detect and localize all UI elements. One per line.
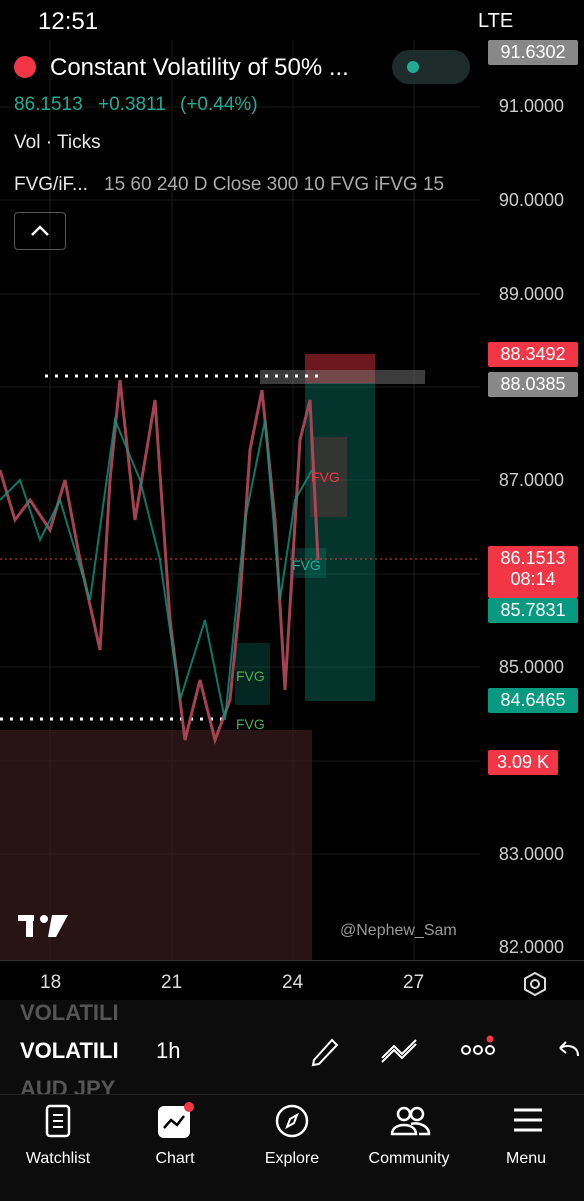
watermark: @Nephew_Sam: [340, 922, 457, 939]
level-tag: 85.7831: [488, 598, 578, 623]
draw-icon[interactable]: [308, 1034, 342, 1068]
axis-label: 85.0000: [498, 657, 564, 677]
bottom-nav: [0, 1094, 584, 1201]
chart-canvas: [0, 40, 480, 960]
time-label: 24: [282, 972, 304, 993]
last-price-tag: 86.1513 08:14: [488, 546, 578, 598]
collapse-button[interactable]: [14, 212, 66, 250]
watchlist-icon[interactable]: [44, 1104, 74, 1138]
nav-chart[interactable]: Chart: [155, 1150, 195, 1167]
nav-watchlist[interactable]: Watchlist: [25, 1150, 91, 1167]
axis-label: 82.0000: [498, 937, 564, 957]
chevron-icon: [31, 225, 49, 236]
clock: 12:51: [38, 8, 99, 35]
fvg-label: FVG: [311, 469, 340, 485]
target-tag: 88.3492: [488, 342, 578, 367]
countdown: 08:14: [510, 569, 556, 589]
toolbar: VOLATILI VOLATILI 1h AUD JPY: [0, 1000, 584, 1094]
nav-community[interactable]: Community: [368, 1150, 450, 1167]
axis-label: 83.0000: [498, 844, 564, 864]
axis-label: 87.0000: [498, 470, 564, 490]
axis-label: 90.0000: [498, 190, 564, 210]
undo-icon[interactable]: [556, 1038, 584, 1062]
time-label: 21: [161, 972, 183, 993]
settings-icon[interactable]: [522, 971, 548, 997]
axis-label: 89.0000: [498, 284, 564, 304]
last-price: 86.1513: [14, 94, 83, 115]
divider: [0, 960, 584, 961]
status-dot: [407, 61, 419, 73]
price-change-pct: (+0.44%): [180, 94, 258, 115]
volume-study[interactable]: Vol · Ticks: [14, 132, 101, 153]
time-label: 27: [403, 972, 425, 993]
indicator-name[interactable]: FVG/iF...: [14, 174, 88, 195]
menu-icon[interactable]: [512, 1106, 544, 1134]
interval-button[interactable]: 1h: [156, 1038, 181, 1063]
fvg-label: FVG: [236, 716, 265, 732]
symbol-below[interactable]: AUD JPY: [20, 1076, 116, 1094]
price-change: +0.3811: [98, 94, 166, 115]
indicator-icon[interactable]: [380, 1036, 420, 1064]
indicator-params: 15 60 240 D Close 300 10 FVG iFVG 15: [104, 174, 445, 195]
more-icon[interactable]: [460, 1034, 496, 1064]
pill-toggle[interactable]: [392, 50, 470, 84]
nav-explore[interactable]: Explore: [264, 1150, 320, 1167]
volume-tag: 3.09 K: [488, 750, 558, 775]
stop-tag: 84.6465: [488, 688, 578, 713]
symbol-title[interactable]: Constant Volatility of 50% ...: [50, 54, 349, 81]
time-label: 18: [40, 972, 62, 993]
nav-menu[interactable]: Menu: [505, 1150, 547, 1167]
fvg-label: FVG: [236, 668, 265, 684]
network: LTE: [478, 10, 514, 32]
symbol-icon: [14, 56, 36, 78]
explore-icon[interactable]: [274, 1103, 310, 1139]
chart-icon[interactable]: [156, 1102, 196, 1140]
last-price-value: 86.1513: [500, 548, 566, 568]
axis-top-tag: 91.6302: [488, 40, 578, 65]
fvg-label: FVG: [292, 557, 321, 573]
community-icon[interactable]: [389, 1104, 431, 1138]
symbol-above[interactable]: VOLATILI: [20, 1000, 119, 1025]
entry-tag: 88.0385: [488, 372, 578, 397]
axis-label: 91.0000: [498, 96, 564, 116]
symbol-button[interactable]: VOLATILI: [20, 1038, 119, 1063]
